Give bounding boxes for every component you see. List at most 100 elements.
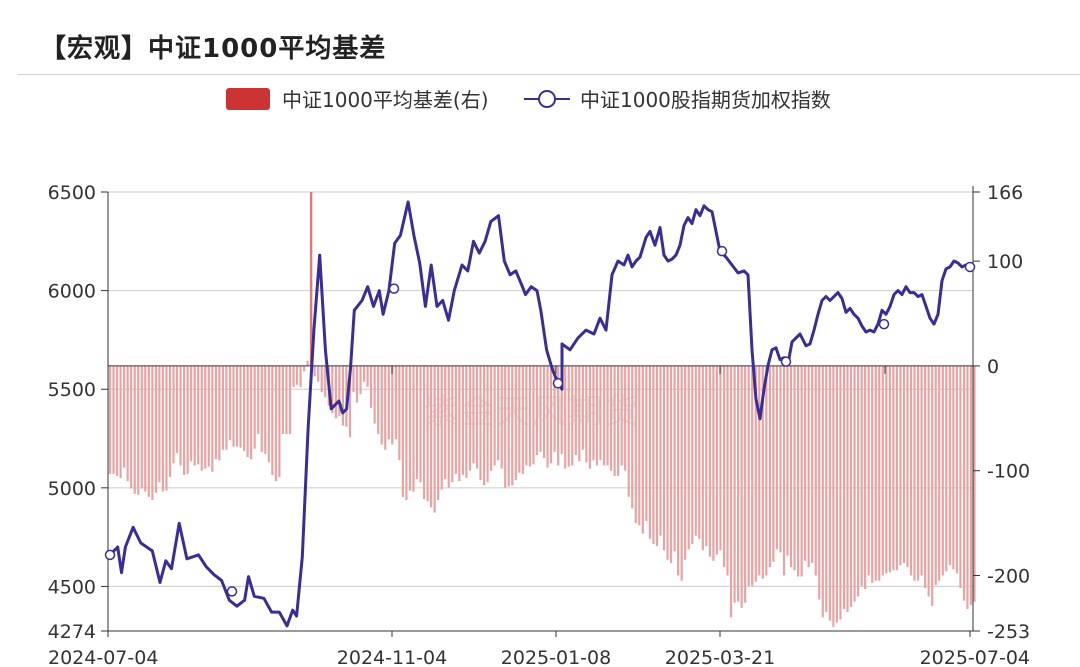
basis-bar [447, 365, 450, 488]
basis-bar [768, 365, 771, 568]
basis-bar [973, 365, 976, 602]
basis-bar [779, 365, 782, 553]
basis-bar [154, 365, 157, 493]
basis-bar [465, 365, 468, 479]
basis-bar [733, 365, 736, 603]
basis-bar [334, 365, 337, 419]
basis-bar [175, 365, 179, 453]
basis-bar [793, 365, 796, 571]
basis-bar [486, 365, 489, 483]
basis-bar [765, 365, 768, 576]
basis-bar [394, 365, 397, 440]
left-tick-label: 4274 [48, 621, 96, 643]
basis-bar [737, 365, 740, 602]
basis-bar [444, 365, 447, 480]
basis-bar [860, 365, 863, 586]
basis-bar [331, 365, 334, 414]
x-tick-label: 2024-11-04 [337, 647, 447, 667]
basis-bar [924, 365, 927, 589]
basis-bar [814, 365, 817, 576]
basis-bar [539, 365, 542, 452]
basis-bar [708, 365, 711, 557]
basis-bar [313, 365, 316, 377]
basis-bar [324, 365, 327, 398]
basis-bar [535, 365, 539, 455]
basis-bar [719, 365, 722, 551]
basis-bar [645, 365, 648, 521]
basis-bar [571, 365, 574, 466]
basis-bar [684, 365, 687, 560]
basis-bar [560, 365, 563, 454]
basis-bar [440, 365, 443, 490]
basis-bar [468, 365, 472, 471]
basis-bar [197, 365, 200, 465]
basis-bar [514, 365, 517, 481]
x-tick-label: 2025-07-04 [920, 647, 1030, 667]
basis-bar [377, 365, 380, 435]
basis-bar [729, 365, 733, 618]
basis-bar [380, 365, 383, 445]
basis-bar [218, 365, 221, 461]
basis-bar [401, 365, 404, 497]
basis-bar [274, 365, 277, 482]
basis-bar [959, 365, 962, 589]
basis-bar [497, 365, 500, 461]
legend-line-swatch [524, 88, 570, 110]
basis-bar [221, 365, 225, 450]
basis-bar [948, 365, 951, 565]
basis-bar [920, 365, 923, 576]
basis-bar [549, 365, 553, 464]
basis-bar [211, 365, 214, 472]
basis-bar [348, 365, 352, 438]
basis-bar [257, 365, 260, 435]
basis-bar [430, 365, 433, 508]
basis-bar [595, 365, 599, 466]
basis-bar [631, 365, 634, 509]
x-tick-label: 2025-01-08 [501, 647, 611, 667]
basis-bar [190, 365, 193, 462]
legend-item-index[interactable]: 中证1000股指期货加权指数 [524, 84, 831, 113]
basis-bar [317, 365, 320, 382]
basis-bar [542, 365, 546, 459]
basis-bar [408, 365, 412, 491]
basis-bar [938, 365, 941, 581]
right-tick-label: -253 [987, 621, 1030, 643]
basis-bar [652, 365, 655, 545]
basis-bar [415, 365, 419, 480]
basis-bar [158, 365, 161, 483]
basis-bar [564, 365, 567, 469]
basis-bar [207, 365, 210, 467]
basis-bar [151, 365, 154, 501]
basis-bar [627, 365, 630, 497]
basis-bar [235, 365, 239, 447]
basis-bar [130, 365, 133, 489]
x-tick-label: 2025-03-21 [665, 647, 775, 667]
basis-bar [871, 365, 874, 583]
basis-bar [500, 365, 503, 469]
basis-bar [726, 365, 729, 576]
basis-bar [567, 365, 570, 467]
basis-bar [384, 365, 387, 450]
right-tick-label: 0 [987, 356, 999, 378]
basis-bar [916, 365, 920, 581]
basis-bar [489, 365, 493, 471]
basis-bar [680, 365, 683, 581]
basis-bar [271, 365, 274, 475]
basis-bar [842, 365, 846, 609]
basis-bar [362, 365, 366, 382]
basis-bar [264, 365, 267, 454]
basis-bar [186, 365, 189, 474]
legend-item-basis[interactable]: 中证1000平均基差(右) [226, 84, 489, 113]
basis-bar [422, 365, 426, 499]
basis-bar [553, 365, 556, 452]
basis-bar [666, 365, 669, 560]
basis-bar [472, 365, 475, 464]
basis-bar [969, 365, 973, 605]
basis-bar [246, 365, 249, 458]
basis-bar [909, 365, 913, 576]
basis-bar [613, 365, 616, 476]
basis-bar [811, 365, 814, 563]
basis-bar [557, 365, 560, 466]
basis-bar [242, 365, 246, 451]
basis-bar [320, 365, 323, 393]
